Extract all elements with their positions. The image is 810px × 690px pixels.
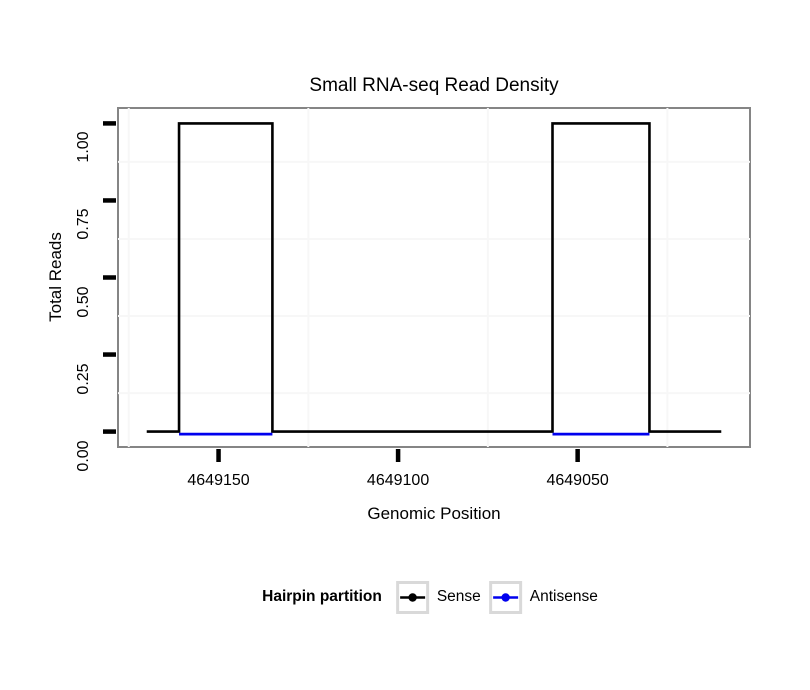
y-tick-label: 0.50 xyxy=(75,285,92,318)
legend-key-sense xyxy=(395,580,429,614)
legend: Hairpin partition Sense Antisense xyxy=(262,579,606,615)
x-tick-label: 4649150 xyxy=(187,472,250,489)
legend-title: Hairpin partition xyxy=(262,588,382,605)
x-tick-label: 4649100 xyxy=(366,472,430,489)
y-tick-label: 1.00 xyxy=(75,131,92,163)
y-tick-label: 0.00 xyxy=(75,440,92,472)
y-axis-title: Total Reads xyxy=(46,232,65,322)
sense-line-dot-icon xyxy=(399,592,425,602)
chart-title: Small RNA-seq Read Density xyxy=(309,75,559,96)
legend-label-sense: Sense xyxy=(436,588,481,605)
x-axis-title: Genomic Position xyxy=(367,504,501,523)
antisense-line-dot-icon xyxy=(492,592,518,602)
y-tick-label: 0.25 xyxy=(75,362,92,395)
x-tick-label: 4649050 xyxy=(546,472,609,489)
plot-panel xyxy=(117,107,751,448)
legend-key-antisense xyxy=(488,580,522,614)
sense-series-line xyxy=(146,122,722,433)
legend-label-antisense: Antisense xyxy=(529,588,598,605)
y-tick-label: 0.75 xyxy=(75,208,92,241)
